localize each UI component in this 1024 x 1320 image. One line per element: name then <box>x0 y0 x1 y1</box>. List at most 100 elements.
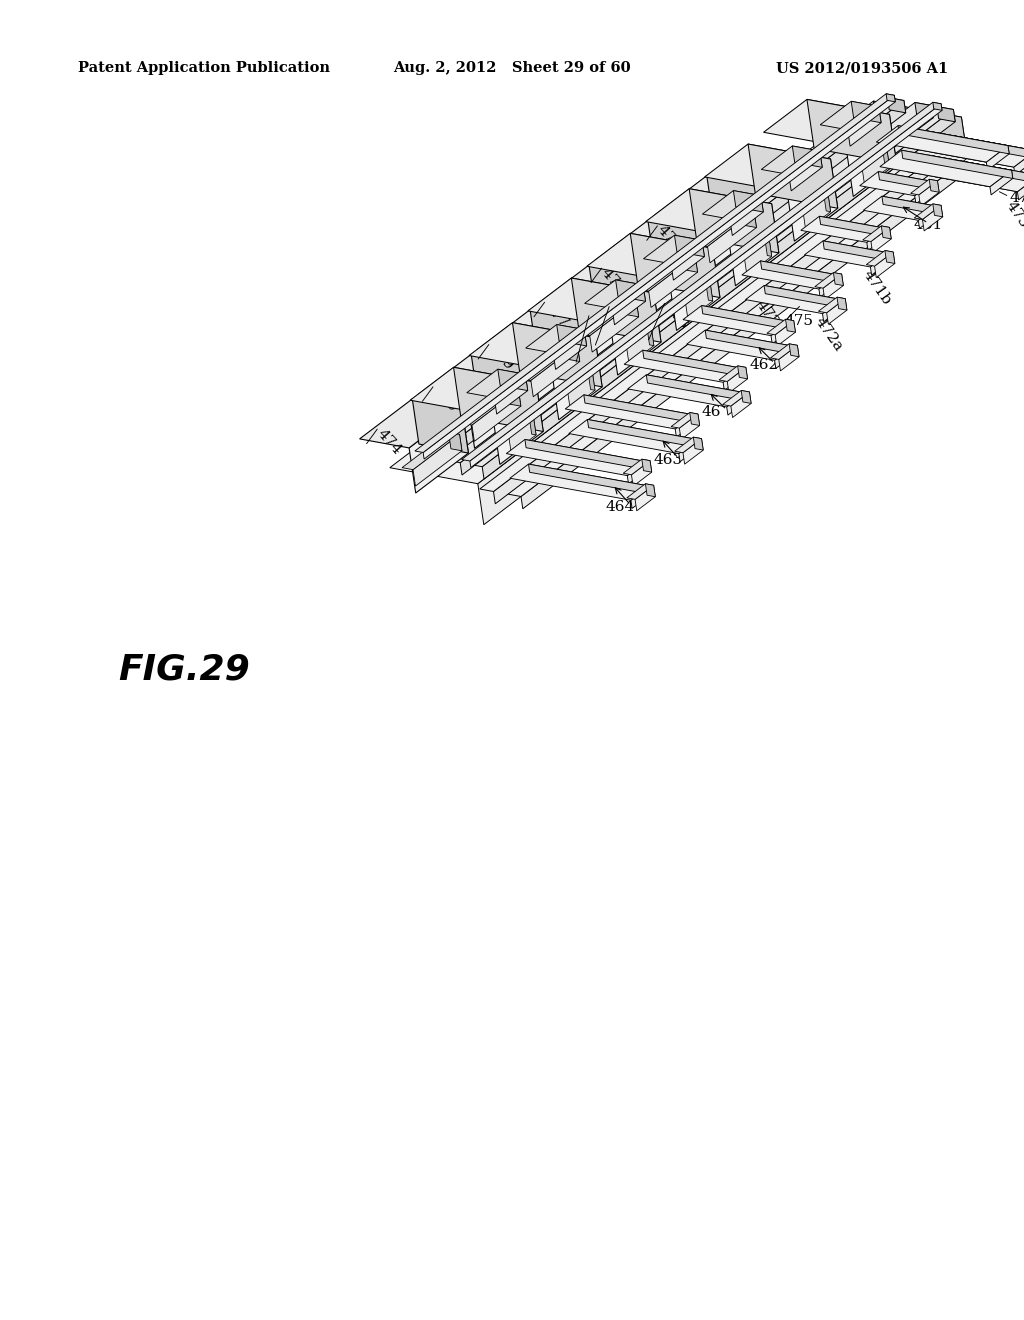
Polygon shape <box>646 189 772 236</box>
Polygon shape <box>507 165 955 496</box>
Text: 469: 469 <box>485 342 516 372</box>
Text: 479: 479 <box>430 384 460 414</box>
Polygon shape <box>933 203 943 216</box>
Polygon shape <box>590 301 639 352</box>
Polygon shape <box>624 350 741 383</box>
Polygon shape <box>493 383 544 465</box>
Polygon shape <box>866 228 887 251</box>
Polygon shape <box>587 364 595 391</box>
Polygon shape <box>684 253 697 272</box>
Polygon shape <box>742 261 838 289</box>
Polygon shape <box>785 319 796 333</box>
Text: 464: 464 <box>606 500 635 513</box>
Polygon shape <box>587 234 713 281</box>
Polygon shape <box>498 370 527 391</box>
Polygon shape <box>886 94 895 102</box>
Polygon shape <box>733 190 763 213</box>
Polygon shape <box>470 104 942 467</box>
Polygon shape <box>723 368 742 391</box>
Polygon shape <box>521 168 956 508</box>
Polygon shape <box>787 158 838 242</box>
Polygon shape <box>863 197 937 220</box>
Polygon shape <box>990 170 1013 195</box>
Polygon shape <box>679 440 698 462</box>
Polygon shape <box>679 414 699 440</box>
Polygon shape <box>585 280 643 309</box>
Polygon shape <box>801 216 886 243</box>
Polygon shape <box>588 420 698 447</box>
Polygon shape <box>919 181 939 206</box>
Polygon shape <box>860 172 933 195</box>
Polygon shape <box>931 136 1024 172</box>
Polygon shape <box>857 141 886 161</box>
Polygon shape <box>689 189 779 253</box>
Polygon shape <box>527 318 586 404</box>
Polygon shape <box>530 345 580 397</box>
Polygon shape <box>826 298 847 325</box>
Polygon shape <box>648 220 705 275</box>
Polygon shape <box>627 483 653 499</box>
Polygon shape <box>764 285 843 308</box>
Polygon shape <box>390 102 962 483</box>
Polygon shape <box>562 364 592 384</box>
Polygon shape <box>654 176 757 224</box>
Polygon shape <box>807 99 897 164</box>
Polygon shape <box>477 310 580 359</box>
Polygon shape <box>790 343 799 356</box>
Polygon shape <box>873 102 968 158</box>
Polygon shape <box>723 391 750 407</box>
Polygon shape <box>645 483 655 496</box>
Text: 461: 461 <box>913 218 942 232</box>
Polygon shape <box>923 206 943 231</box>
Polygon shape <box>1014 150 1024 176</box>
Polygon shape <box>802 187 830 231</box>
Text: 466: 466 <box>586 313 615 345</box>
Polygon shape <box>774 346 795 368</box>
Polygon shape <box>919 206 938 228</box>
Polygon shape <box>410 408 468 492</box>
Polygon shape <box>798 186 827 206</box>
Polygon shape <box>696 209 754 247</box>
Polygon shape <box>495 374 527 414</box>
Polygon shape <box>701 305 791 330</box>
Polygon shape <box>703 185 763 269</box>
Polygon shape <box>471 354 527 408</box>
Polygon shape <box>631 486 650 508</box>
Polygon shape <box>528 279 654 326</box>
Polygon shape <box>628 375 745 407</box>
Polygon shape <box>690 413 699 425</box>
Polygon shape <box>743 232 772 275</box>
Polygon shape <box>402 433 460 470</box>
Polygon shape <box>687 330 794 360</box>
Polygon shape <box>643 235 702 264</box>
Polygon shape <box>888 98 905 112</box>
Polygon shape <box>761 261 839 282</box>
Polygon shape <box>467 370 525 397</box>
Text: 475: 475 <box>784 314 814 329</box>
Polygon shape <box>707 176 763 230</box>
Polygon shape <box>671 240 705 280</box>
Text: 472a: 472a <box>812 314 845 354</box>
Polygon shape <box>870 253 890 275</box>
Polygon shape <box>413 434 462 486</box>
Polygon shape <box>642 459 651 473</box>
Polygon shape <box>645 230 705 314</box>
Polygon shape <box>528 409 537 436</box>
Polygon shape <box>683 438 703 465</box>
Polygon shape <box>861 143 890 186</box>
Polygon shape <box>953 136 1024 164</box>
Polygon shape <box>793 147 822 168</box>
Polygon shape <box>877 125 1008 162</box>
Polygon shape <box>737 366 748 379</box>
Polygon shape <box>557 325 587 346</box>
Polygon shape <box>460 106 933 475</box>
Polygon shape <box>472 389 521 441</box>
Polygon shape <box>595 220 697 269</box>
Polygon shape <box>646 321 654 346</box>
Polygon shape <box>898 125 1010 154</box>
Polygon shape <box>466 107 953 467</box>
Polygon shape <box>480 160 928 491</box>
Polygon shape <box>819 216 887 236</box>
Polygon shape <box>693 437 703 450</box>
Polygon shape <box>805 240 889 267</box>
